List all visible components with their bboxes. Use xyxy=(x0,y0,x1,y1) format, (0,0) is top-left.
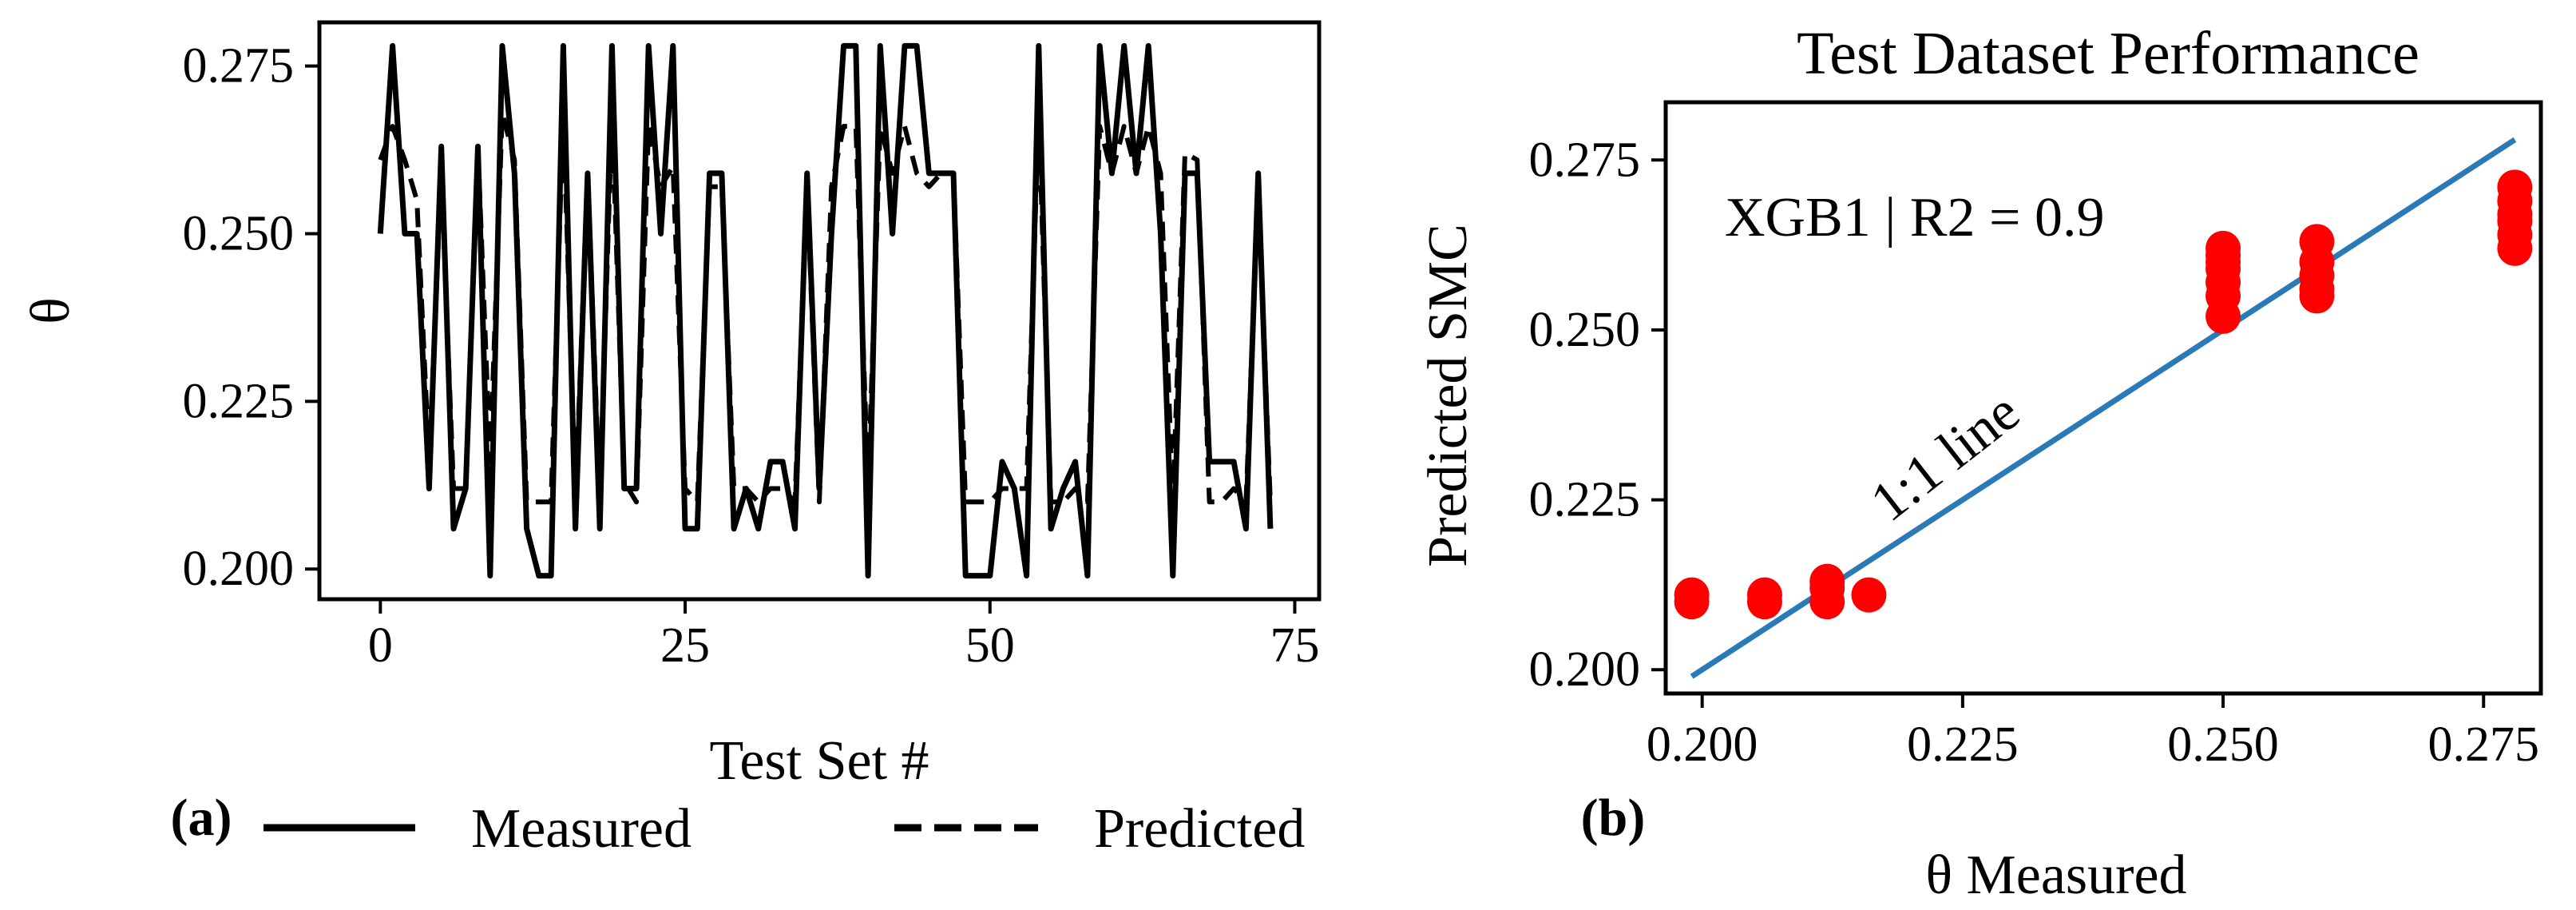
scatter-point xyxy=(2205,230,2241,266)
series-predicted-line xyxy=(378,110,1273,505)
scatter-point xyxy=(2497,169,2533,205)
panel-b-y-tick-label: 0.275 xyxy=(1529,133,1641,187)
panel-a-y-axis-label: θ xyxy=(20,297,81,324)
legend-predicted-label: Predicted xyxy=(1094,798,1305,860)
panel-b-plot-frame xyxy=(1663,100,2543,696)
panel-a-y-tick-label: 0.250 xyxy=(183,206,295,260)
panel-a-y-tick-label: 0.200 xyxy=(183,542,295,596)
panel-b-x-tick-label: 0.275 xyxy=(2427,717,2539,772)
panel-a-y-tick-label: 0.225 xyxy=(183,374,295,428)
panel-b-y-tick-label: 0.250 xyxy=(1529,303,1641,357)
panel-b-scatter-chart: Test Dataset Performance 0.200 0.225 0.250… xyxy=(1417,20,2543,906)
scatter-point xyxy=(1809,563,1845,599)
panel-b-y-tick-label: 0.200 xyxy=(1529,642,1641,697)
panel-b-x-tick-label: 0.200 xyxy=(1647,717,1758,772)
panel-a-x-tick-label: 75 xyxy=(1270,618,1319,673)
legend-measured-label: Measured xyxy=(471,798,692,860)
panel-a-label: (a) xyxy=(171,789,232,847)
scatter-point xyxy=(1674,577,1710,613)
panel-b-label: (b) xyxy=(1581,789,1646,847)
panel-a-line-chart: 0 25 50 75 0.200 0.225 0.250 0.275 θ Test Set #… xyxy=(20,20,1322,860)
panel-b-x-tick-label: 0.250 xyxy=(2167,717,2279,772)
panel-b-y-tick-label: 0.225 xyxy=(1529,473,1641,527)
scatter-point xyxy=(1746,577,1782,613)
panel-a-plot-frame xyxy=(317,20,1322,602)
panel-b-annotation: XGB1 | R2 = 0.9 xyxy=(1725,187,2104,248)
series-measured-line xyxy=(377,42,1274,579)
panel-b-title: Test Dataset Performance xyxy=(1797,20,2419,87)
panel-a-x-axis-label: Test Set # xyxy=(709,730,929,792)
panel-a-y-tick-label: 0.275 xyxy=(183,39,295,93)
legend: Measured Predicted xyxy=(264,798,1305,860)
panel-b-y-axis-label: Predicted SMC xyxy=(1417,224,1479,567)
panel-a-x-tick-label: 50 xyxy=(965,618,1015,673)
panel-b-x-tick-label: 0.225 xyxy=(1907,717,2019,772)
panel-b-x-axis-label: θ Measured xyxy=(1925,844,2186,906)
scatter-point xyxy=(2299,224,2335,260)
scatter-point xyxy=(1851,577,1887,613)
panel-a-x-tick-label: 0 xyxy=(368,618,393,673)
panel-a-x-tick-label: 25 xyxy=(660,618,710,673)
